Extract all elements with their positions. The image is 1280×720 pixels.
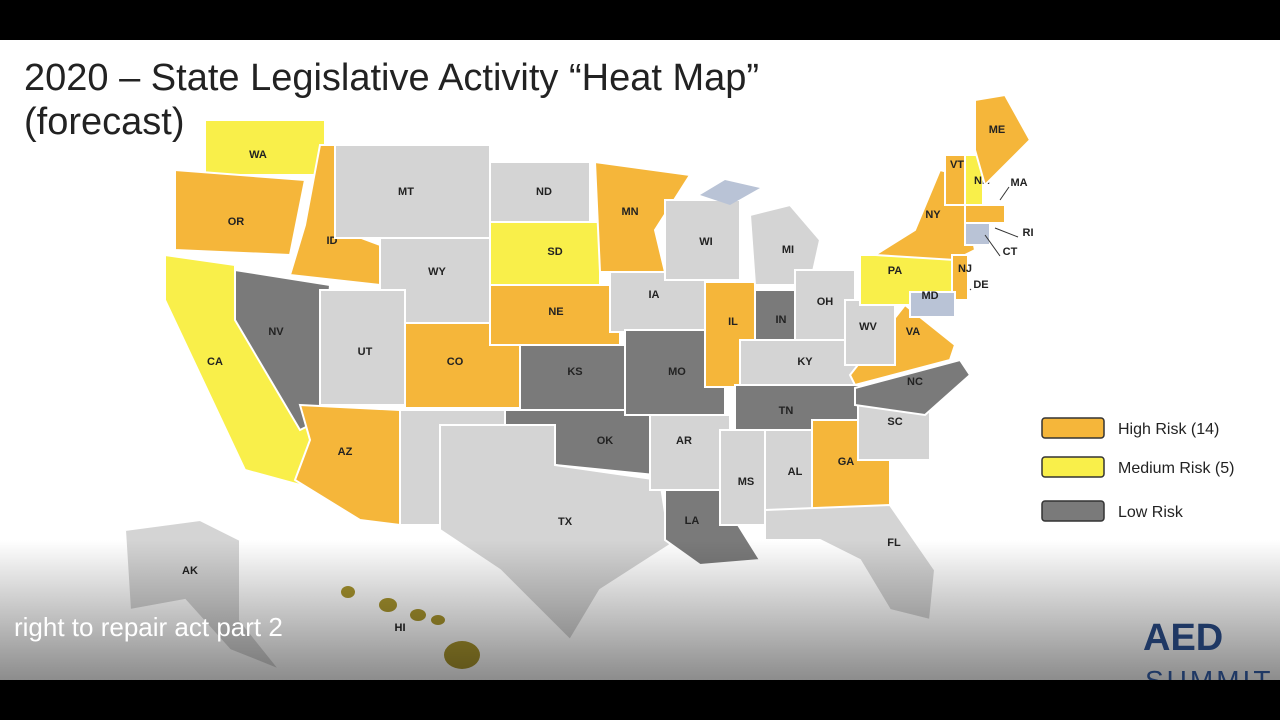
state-label: DE	[973, 279, 988, 291]
state-label: NC	[907, 376, 923, 388]
leader-line	[969, 288, 972, 291]
state-shape	[854, 358, 972, 417]
state-label: VT	[950, 159, 964, 171]
state-shape	[974, 93, 1032, 187]
subtitle: (forecast)	[24, 101, 184, 143]
state-shape	[174, 168, 307, 257]
leader-line	[994, 227, 1019, 238]
state-label: NY	[925, 209, 941, 221]
legend: High Risk (14) Medium Risk (5) Low Risk	[1041, 417, 1234, 522]
state-label: MN	[621, 206, 638, 218]
legend-label: Medium Risk (5)	[1118, 460, 1234, 477]
state-label: WI	[699, 236, 712, 248]
state-label: MO	[668, 366, 686, 378]
logo-text: AED	[1143, 617, 1223, 659]
state-label: MA	[1010, 177, 1027, 189]
leader-line	[984, 234, 1001, 257]
state-label: AL	[788, 466, 803, 478]
state-shape	[649, 414, 731, 491]
state-label: CA	[207, 356, 223, 368]
state-label: OK	[597, 435, 614, 447]
legend-swatch	[1041, 456, 1105, 478]
state-label: OH	[817, 296, 834, 308]
state-label: IA	[649, 289, 660, 301]
state-label: SC	[887, 416, 902, 428]
state-label: IN	[776, 314, 787, 326]
state-shape	[964, 222, 991, 246]
state-label: CO	[447, 356, 464, 368]
state-label: ME	[989, 124, 1006, 136]
state-label: UT	[358, 346, 373, 358]
state-label: AR	[676, 435, 692, 447]
state-label: SD	[547, 246, 562, 258]
map: WAORCANVIDMTWYUTCOAZNMNDSDNEKSOKTXMNIAMO…	[123, 93, 1034, 673]
state-label: ND	[536, 186, 552, 198]
state-label: CT	[1003, 246, 1018, 258]
state-label: WV	[859, 321, 877, 333]
state-shape	[319, 289, 406, 406]
video-overlay	[0, 540, 1280, 680]
state-label: RI	[1023, 227, 1034, 239]
state-label: WA	[249, 149, 267, 161]
state-shape	[609, 271, 706, 333]
title: 2020 – State Legislative Activity “Heat …	[24, 57, 759, 99]
state-shape	[204, 119, 326, 176]
state-label: NJ	[958, 263, 972, 275]
state-shape	[719, 429, 766, 526]
state-shape	[951, 254, 969, 301]
state-label: MS	[738, 476, 755, 488]
state-label: NV	[268, 326, 284, 338]
state-label: IL	[728, 316, 738, 328]
state-label: PA	[888, 265, 903, 277]
logo-subtext: SUMMIT	[1145, 665, 1273, 696]
state-shape	[844, 299, 896, 366]
state-label: WY	[428, 266, 446, 278]
state-shape	[489, 221, 601, 286]
state-label: TN	[779, 405, 794, 417]
legend-swatch	[1041, 417, 1105, 439]
state-label: AZ	[338, 446, 353, 458]
state-shape	[593, 160, 692, 273]
state-label: KS	[567, 366, 582, 378]
state-label: ID	[327, 235, 338, 247]
state-label: OR	[228, 216, 245, 228]
state-shape	[739, 339, 861, 389]
video-caption: right to repair act part 2	[14, 612, 283, 642]
legend-swatch	[1041, 500, 1105, 522]
state-shape	[664, 199, 741, 281]
slide: WAORCANVIDMTWYUTCOAZNMNDSDNEKSOKTXMNIAMO…	[0, 40, 1280, 696]
state-label: MT	[398, 186, 414, 198]
state-label: KY	[797, 356, 813, 368]
state-label: VA	[906, 326, 921, 338]
state-shape	[909, 291, 956, 318]
state-label: LA	[685, 515, 700, 527]
state-label: NE	[548, 306, 563, 318]
leader-line	[999, 186, 1010, 201]
state-label: MD	[921, 290, 938, 302]
lake	[700, 180, 760, 205]
state-label: MI	[782, 244, 794, 256]
state-shape	[748, 203, 822, 286]
state-label: TX	[558, 516, 573, 528]
state-label: GA	[838, 456, 855, 468]
legend-label: Low Risk	[1118, 504, 1184, 521]
state-shape	[964, 204, 1006, 224]
legend-label: High Risk (14)	[1118, 421, 1219, 438]
